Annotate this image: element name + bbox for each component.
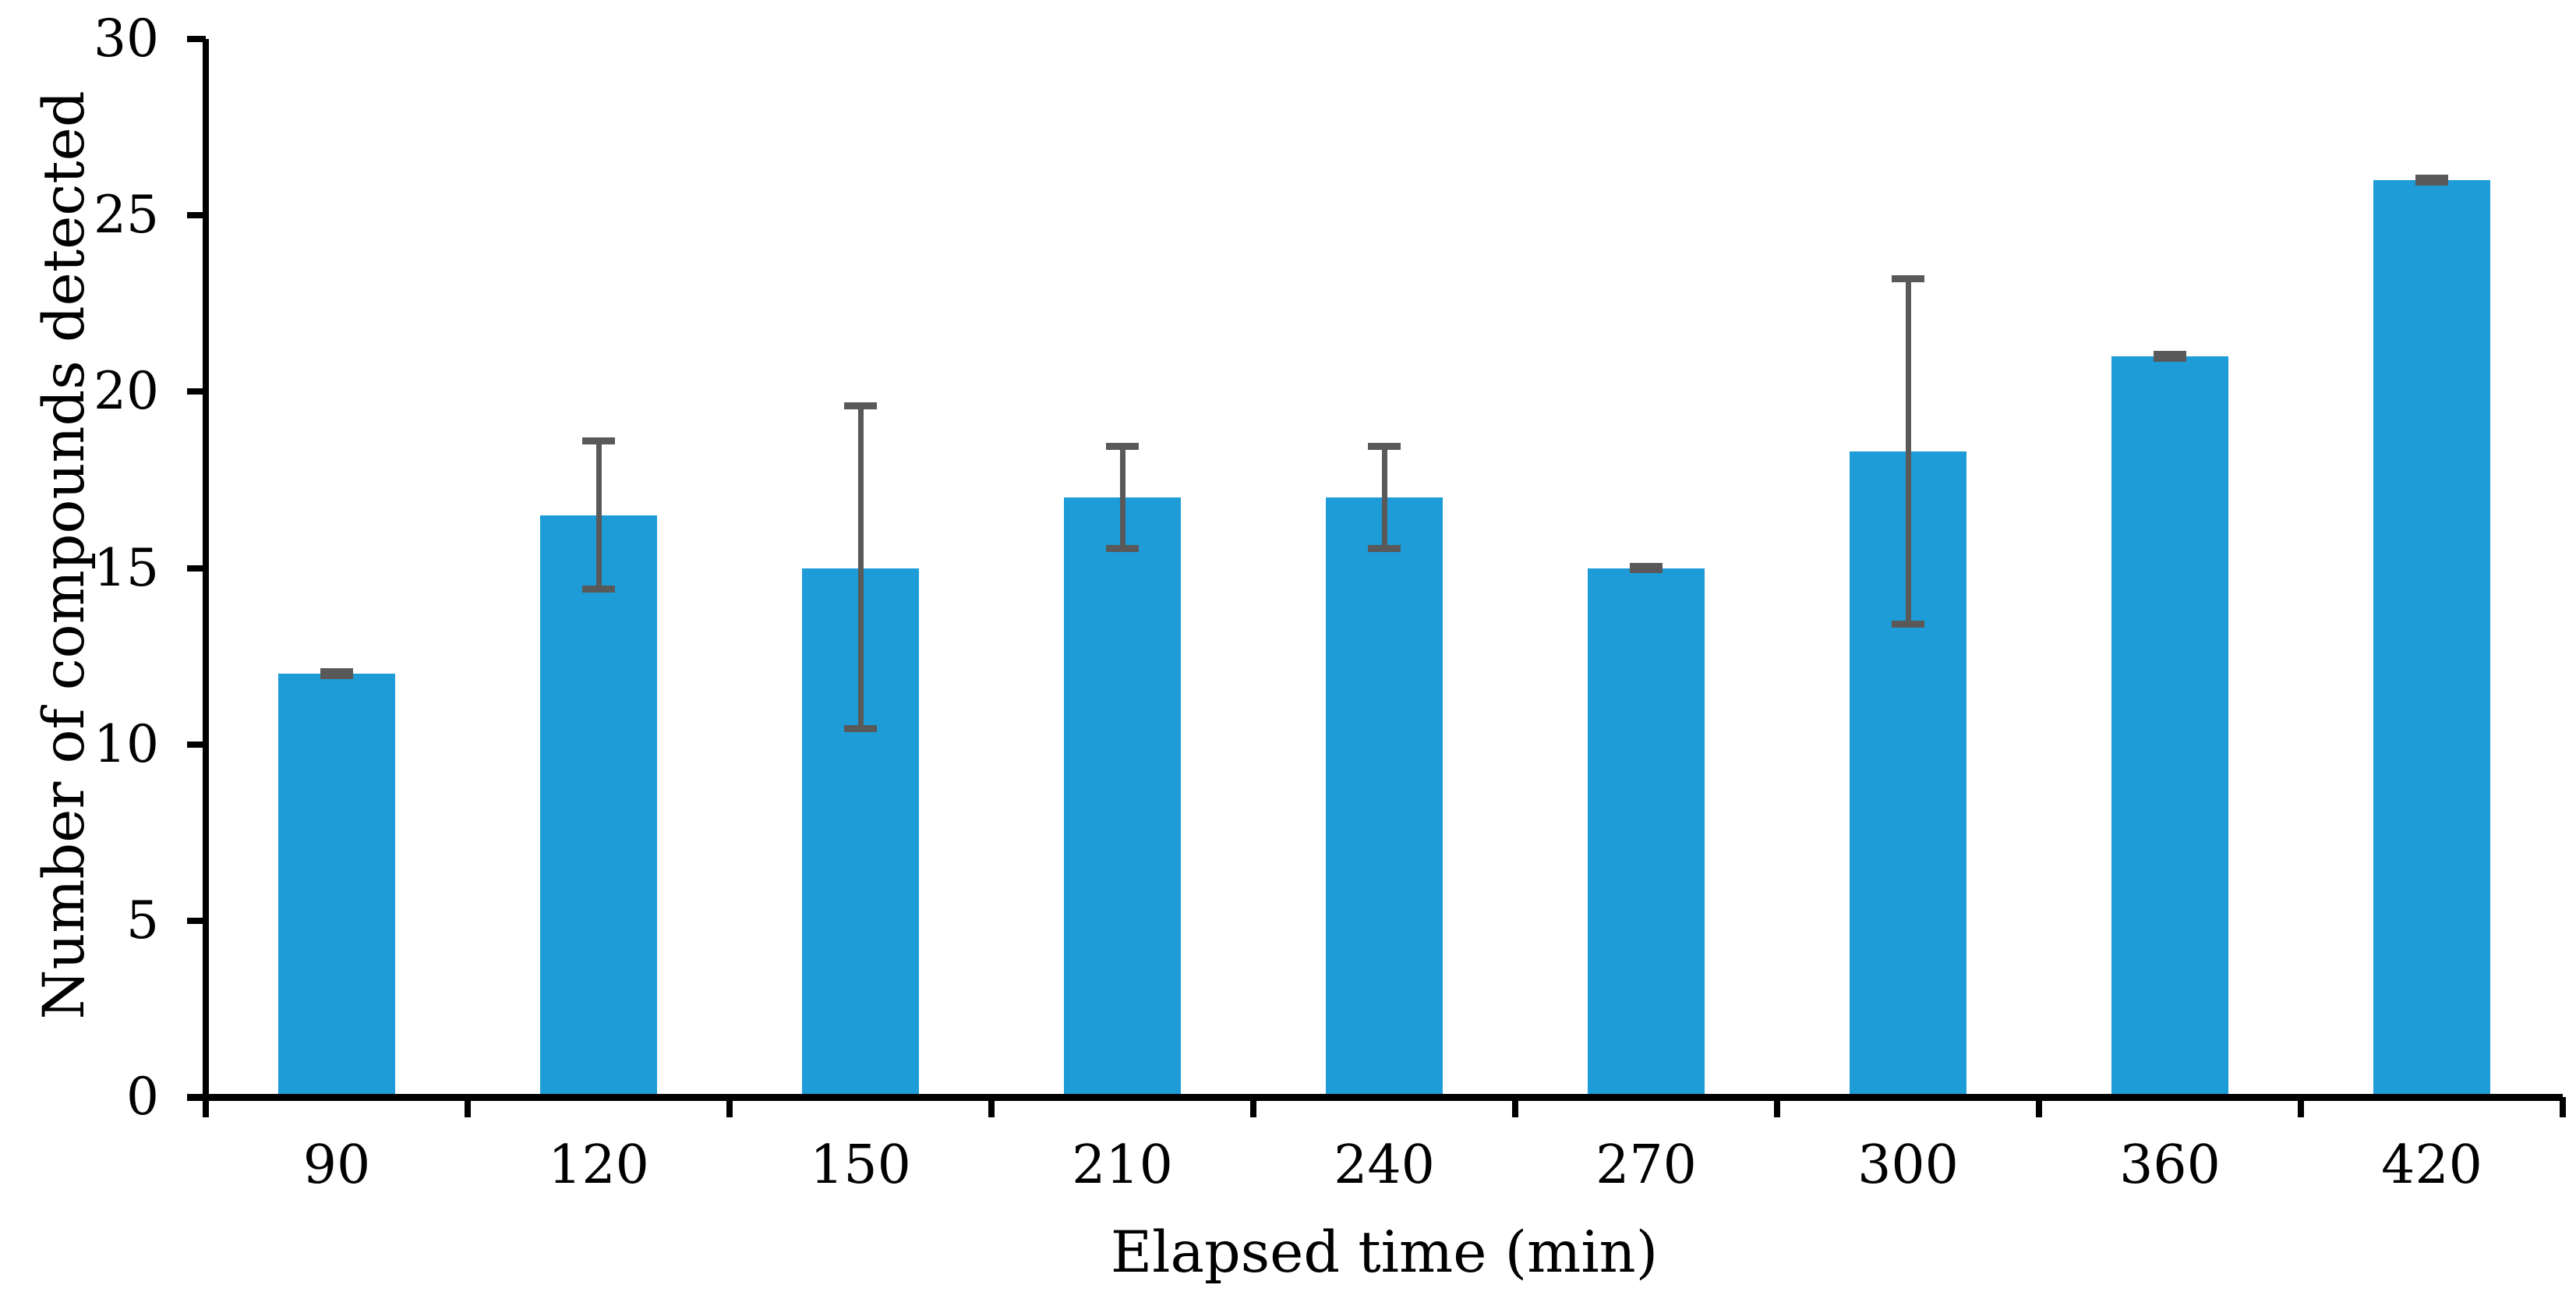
bar — [278, 674, 395, 1097]
error-bar-line — [595, 441, 602, 589]
bar — [1064, 497, 1181, 1097]
bar — [2111, 356, 2228, 1097]
y-tick — [187, 917, 206, 924]
y-tick-label: 30 — [94, 9, 159, 69]
error-bar-cap-bottom — [320, 671, 353, 679]
error-bar-cap-top — [2415, 175, 2448, 182]
y-axis-line — [203, 39, 209, 1097]
error-bar-cap-bottom — [844, 724, 877, 732]
x-tick — [2298, 1097, 2304, 1117]
error-bar-line — [1119, 446, 1125, 549]
error-bar-cap-top — [582, 437, 615, 445]
x-axis-line — [187, 1093, 2563, 1101]
y-tick-label: 25 — [94, 185, 159, 246]
y-tick — [187, 36, 206, 42]
bar — [1588, 568, 1705, 1097]
bar — [2373, 179, 2490, 1097]
y-tick-label: 0 — [126, 1067, 159, 1127]
x-tick — [1512, 1097, 1518, 1117]
x-tick — [465, 1097, 471, 1117]
x-tick — [2036, 1097, 2042, 1117]
y-tick — [187, 741, 206, 748]
x-tick-label: 120 — [548, 1134, 649, 1196]
error-bar-cap-top — [1892, 275, 1924, 283]
y-tick — [187, 388, 206, 395]
bar — [1326, 497, 1443, 1097]
error-bar-cap-bottom — [1106, 545, 1139, 553]
x-tick — [1774, 1097, 1780, 1117]
x-tick — [726, 1097, 733, 1117]
error-bar-cap-top — [844, 402, 877, 409]
error-bar-cap-top — [1106, 442, 1139, 450]
error-bar-cap-bottom — [1368, 545, 1401, 553]
error-bar-cap-top — [1630, 562, 1663, 570]
error-bar-cap-bottom — [2415, 178, 2448, 186]
error-bar-line — [1905, 278, 1911, 625]
x-tick — [2560, 1097, 2566, 1117]
x-tick-label: 210 — [1072, 1134, 1173, 1196]
x-tick-label: 150 — [810, 1134, 911, 1196]
bar — [540, 515, 657, 1097]
error-bar-cap-bottom — [2154, 354, 2186, 362]
x-tick-label: 90 — [302, 1134, 371, 1196]
x-tick — [988, 1097, 995, 1117]
plot-area: 0 5 10 15 20 25 30 90 120 150 210 240 270 300 360 420 — [94, 13, 2566, 1196]
y-tick-label: 15 — [94, 537, 159, 598]
x-tick-label: 300 — [1857, 1134, 1959, 1196]
error-bar-cap-bottom — [1630, 566, 1663, 574]
x-tick-label: 360 — [2119, 1134, 2221, 1196]
error-bar-cap-bottom — [1892, 621, 1924, 628]
y-tick-label: 5 — [126, 890, 159, 950]
error-bar-line — [1381, 446, 1387, 549]
y-tick — [187, 212, 206, 219]
error-bar-cap-top — [2154, 351, 2186, 359]
y-tick — [187, 565, 206, 572]
y-tick-label: 20 — [94, 361, 159, 422]
error-bar-cap-bottom — [582, 586, 615, 593]
error-bar-line — [857, 405, 864, 729]
x-tick-label: 240 — [1334, 1134, 1435, 1196]
x-tick — [1250, 1097, 1256, 1117]
error-bar-cap-top — [320, 668, 353, 676]
x-tick — [203, 1097, 209, 1117]
x-tick-label: 270 — [1595, 1134, 1697, 1196]
x-tick-label: 420 — [2381, 1134, 2482, 1196]
y-tick-label: 10 — [94, 713, 159, 774]
x-axis-title: Elapsed time (min) — [1110, 1219, 1659, 1286]
error-bar-cap-top — [1368, 442, 1401, 450]
